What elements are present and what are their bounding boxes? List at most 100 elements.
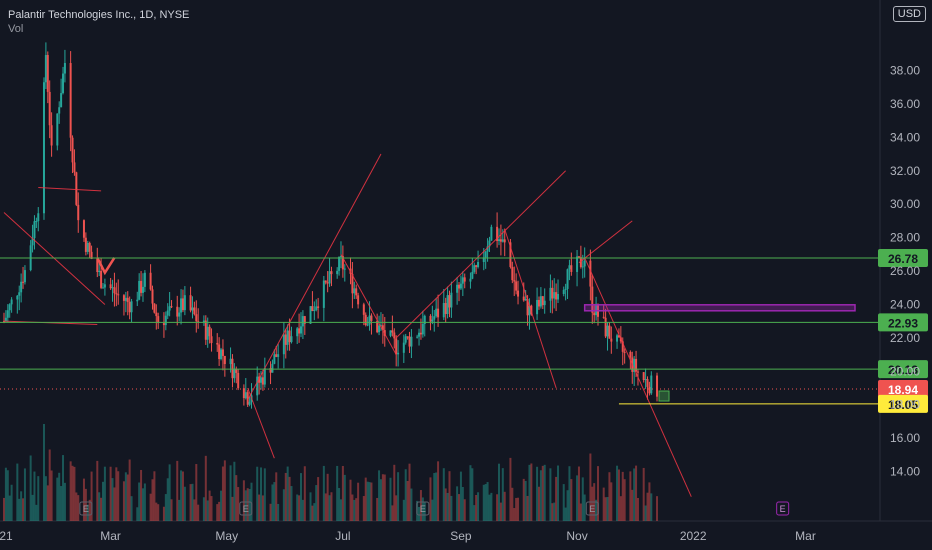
- candle-body: [168, 306, 171, 311]
- level-label-bg: [878, 248, 928, 267]
- candle-body: [418, 332, 421, 337]
- level-label[interactable]: 26.78: [888, 252, 918, 266]
- level-label[interactable]: 18.94: [888, 383, 918, 397]
- candle-body: [23, 270, 26, 283]
- volume-indicator-label[interactable]: Vol: [8, 23, 24, 35]
- currency-button[interactable]: USD: [892, 6, 926, 22]
- candle-body: [181, 298, 184, 311]
- earnings-icon[interactable]: [416, 501, 430, 516]
- candle-body: [69, 63, 72, 138]
- chart-legend: Palantir Technologies Inc., 1D, NYSE Vol: [8, 8, 189, 36]
- candle-body: [644, 379, 647, 381]
- volume-bar: [155, 502, 158, 521]
- candle-body: [633, 358, 636, 372]
- volume-bar: [300, 473, 302, 521]
- candle-body: [244, 392, 247, 399]
- volume-bar: [166, 478, 169, 521]
- candle-body: [576, 256, 579, 272]
- time-axis[interactable]: 21 Mar May Jul Sep Nov 2022 Mar: [0, 529, 816, 543]
- time-tick-label[interactable]: Nov: [566, 529, 587, 543]
- volume-bar: [404, 469, 407, 521]
- volume-bar: [23, 468, 26, 521]
- volume-bar: [490, 492, 493, 521]
- volume-bar: [20, 491, 23, 521]
- volume-bar: [256, 466, 259, 521]
- candle-body: [650, 375, 653, 394]
- earnings-icon[interactable]: [776, 501, 790, 516]
- earnings-label[interactable]: E: [83, 504, 89, 514]
- candle-body: [562, 289, 565, 294]
- volume-bar: [258, 494, 261, 521]
- candle-body: [22, 281, 25, 283]
- symbol-title[interactable]: Palantir Technologies Inc., 1D, NYSE: [8, 9, 190, 21]
- volume-bar: [604, 497, 607, 521]
- candle-body: [58, 107, 61, 114]
- time-tick-label[interactable]: 21: [0, 529, 13, 543]
- earnings-label[interactable]: E: [780, 504, 786, 514]
- volume-bar: [29, 455, 32, 521]
- volume-bar: [435, 472, 438, 521]
- earnings-icon[interactable]: [239, 501, 253, 516]
- candle-body: [501, 239, 504, 242]
- price-tick-label: 30.00: [890, 197, 920, 211]
- candle-body: [566, 269, 569, 289]
- candle-body: [450, 292, 453, 308]
- candle-body: [568, 265, 571, 270]
- volume-bar: [537, 486, 540, 521]
- volume-bar: [442, 468, 445, 521]
- time-tick-label[interactable]: Mar: [795, 529, 816, 543]
- candle-body: [616, 335, 619, 342]
- volume-bar: [60, 486, 63, 521]
- volume-bar: [296, 494, 299, 521]
- time-tick-label[interactable]: Jul: [335, 529, 350, 543]
- candle-body: [317, 306, 320, 308]
- earnings-label[interactable]: E: [243, 504, 249, 514]
- level-label[interactable]: 18.05: [888, 398, 918, 412]
- volume-bar: [77, 495, 80, 521]
- candle-body: [216, 343, 219, 345]
- volume-bar: [629, 471, 632, 521]
- volume-bar: [656, 496, 659, 521]
- level-label[interactable]: 20.13: [888, 363, 918, 377]
- volume-bar: [48, 449, 51, 521]
- candle-body: [656, 375, 659, 397]
- candle-body: [37, 213, 40, 222]
- candle-body: [260, 377, 263, 383]
- volume-bar: [37, 476, 40, 521]
- volume-bar: [231, 496, 234, 521]
- candle-body: [88, 242, 91, 252]
- resistance-zone: [583, 304, 856, 312]
- candle-body: [442, 302, 445, 318]
- volume-bar: [355, 498, 358, 521]
- time-tick-label[interactable]: Sep: [450, 529, 472, 543]
- volume-bar: [437, 461, 440, 521]
- candle-body: [564, 288, 567, 290]
- volume-bar: [178, 499, 181, 521]
- volume-bar: [564, 507, 567, 521]
- volume-bar: [570, 479, 573, 521]
- candle-body: [231, 358, 234, 379]
- volume-bar: [195, 464, 198, 521]
- candle-body: [86, 242, 89, 252]
- candle-body: [591, 286, 594, 313]
- volume-bar: [383, 474, 386, 521]
- earnings-label[interactable]: E: [420, 504, 426, 514]
- price-axis[interactable]: 14.00 16.00 18.00 20.00 22.00 24.00 26.00 28.00…: [890, 63, 920, 478]
- level-label[interactable]: 22.93: [888, 316, 918, 330]
- candle-body: [511, 267, 514, 281]
- volume-bar: [419, 490, 422, 521]
- time-tick-label[interactable]: Mar: [100, 529, 121, 543]
- candle-body: [16, 295, 19, 300]
- candle-body: [570, 265, 573, 272]
- time-tick-label[interactable]: 2022: [680, 529, 707, 543]
- volume-bar: [197, 504, 200, 521]
- volume-bar: [260, 467, 263, 521]
- price-tick-label: 22.00: [890, 331, 920, 345]
- candle-body: [155, 312, 158, 317]
- earnings-label[interactable]: E: [589, 504, 595, 514]
- time-tick-label[interactable]: May: [215, 529, 238, 543]
- earnings-icon[interactable]: [585, 501, 599, 516]
- earnings-icon[interactable]: [79, 501, 93, 516]
